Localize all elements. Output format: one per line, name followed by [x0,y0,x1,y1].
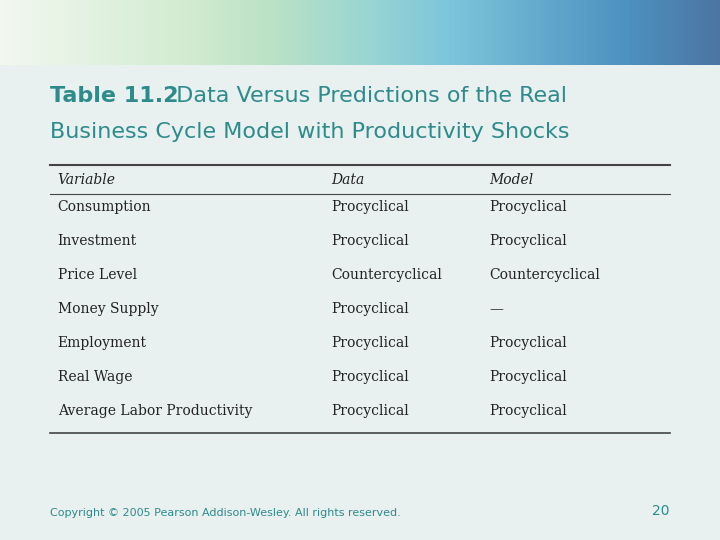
Text: Countercyclical: Countercyclical [490,268,600,282]
Text: Procyclical: Procyclical [331,336,409,350]
Text: Copyright © 2005 Pearson Addison-Wesley. All rights reserved.: Copyright © 2005 Pearson Addison-Wesley.… [50,508,401,518]
Text: Real Wage: Real Wage [58,370,132,384]
Text: Procyclical: Procyclical [490,336,567,350]
Text: Money Supply: Money Supply [58,302,158,316]
Text: Procyclical: Procyclical [490,200,567,214]
Text: Employment: Employment [58,336,147,350]
Text: Consumption: Consumption [58,200,151,214]
Text: Countercyclical: Countercyclical [331,268,442,282]
Text: Business Cycle Model with Productivity Shocks: Business Cycle Model with Productivity S… [50,122,570,141]
Text: Procyclical: Procyclical [331,200,409,214]
Text: Procyclical: Procyclical [490,370,567,384]
Text: Average Labor Productivity: Average Labor Productivity [58,404,252,418]
Text: Table 11.2: Table 11.2 [50,86,179,106]
Text: Procyclical: Procyclical [331,370,409,384]
Text: Procyclical: Procyclical [331,234,409,248]
Text: Price Level: Price Level [58,268,137,282]
Text: Data: Data [331,173,364,187]
Text: 20: 20 [652,504,670,518]
Text: Procyclical: Procyclical [331,404,409,418]
Text: Variable: Variable [58,173,116,187]
Text: —: — [490,302,503,316]
Text: Procyclical: Procyclical [490,234,567,248]
Text: Model: Model [490,173,534,187]
Text: Data Versus Predictions of the Real: Data Versus Predictions of the Real [162,86,567,106]
Text: Investment: Investment [58,234,137,248]
Text: Procyclical: Procyclical [490,404,567,418]
Text: Procyclical: Procyclical [331,302,409,316]
